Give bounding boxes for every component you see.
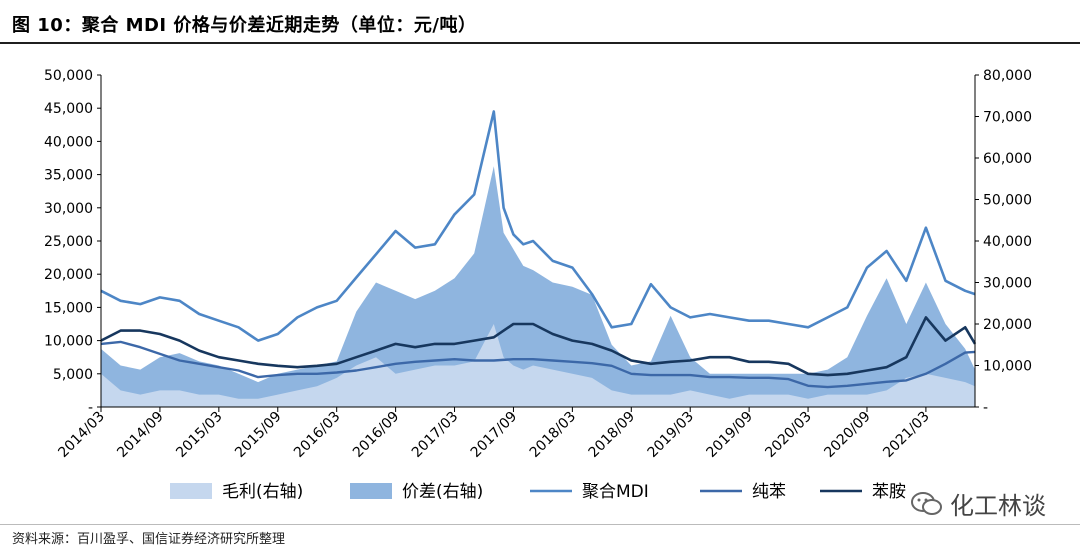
x-tick-label: 2016/09 [350,409,402,461]
right-tick-label: 50,000 [983,193,1032,209]
chart-area: - 5,000 10,000 15,000 20,000 25,000 30,000 35,0… [0,44,1080,524]
chart-svg: - 5,000 10,000 15,000 20,000 25,000 30,000 35,0… [0,44,1080,524]
x-tick-label: 2020/09 [821,409,873,461]
left-tick-label: 50,000 [44,68,93,84]
right-tick-label: 10,000 [983,359,1032,375]
legend-polymeric-mdi-label: 聚合MDI [582,482,649,502]
x-tick-label: 2018/03 [527,409,579,461]
chart-title: 图 10：聚合 MDI 价格与价差近期走势（单位：元/吨） [12,11,476,37]
left-tick-label: 40,000 [44,134,93,150]
x-tick-label: 2015/03 [173,409,225,461]
legend-margin-label: 毛利(右轴) [222,482,303,502]
legend-aniline-label: 苯胺 [872,482,906,502]
x-tick-label: 2020/03 [762,409,814,461]
x-tick-label: 2021/03 [880,409,932,461]
right-tick-label: 80,000 [983,68,1032,84]
left-tick-label: 15,000 [44,300,93,316]
right-tick-label: 20,000 [983,317,1032,333]
left-tick-label: 30,000 [44,201,93,217]
x-tick-label: 2015/09 [232,409,284,461]
left-tick-label: 35,000 [44,168,93,184]
wechat-icon [910,490,944,518]
legend-spread-label: 价差(右轴) [402,482,483,502]
watermark: 化工林谈 [910,486,1046,521]
right-tick-label: - [983,400,988,416]
right-tick-label: 30,000 [983,276,1032,292]
x-tick-label: 2014/09 [114,409,166,461]
x-tick-label: 2017/09 [468,409,520,461]
title-bar: 图 10：聚合 MDI 价格与价差近期走势（单位：元/吨） [0,0,1080,44]
left-tick-label: 25,000 [44,234,93,250]
legend-benzene-label: 纯苯 [752,482,786,502]
footer-divider [0,524,1080,525]
x-tick-label: 2014/03 [55,409,107,461]
right-tick-label: 70,000 [983,110,1032,126]
x-tick-label: 2016/03 [291,409,343,461]
watermark-text: 化工林谈 [950,486,1046,521]
legend-margin-swatch [170,483,212,499]
right-tick-label: 60,000 [983,151,1032,167]
left-tick-label: 10,000 [44,334,93,350]
right-tick-label: 40,000 [983,234,1032,250]
left-tick-label: 45,000 [44,101,93,117]
source-note: 资料来源：百川盈孚、国信证券经济研究所整理 [12,528,285,547]
x-tick-label: 2018/09 [586,409,638,461]
left-tick-label: 20,000 [44,267,93,283]
x-tick-label: 2017/03 [409,409,461,461]
left-tick-label: 5,000 [53,367,93,383]
legend-spread-swatch [350,483,392,499]
x-tick-label: 2019/03 [645,409,697,461]
x-tick-label: 2019/09 [704,409,756,461]
